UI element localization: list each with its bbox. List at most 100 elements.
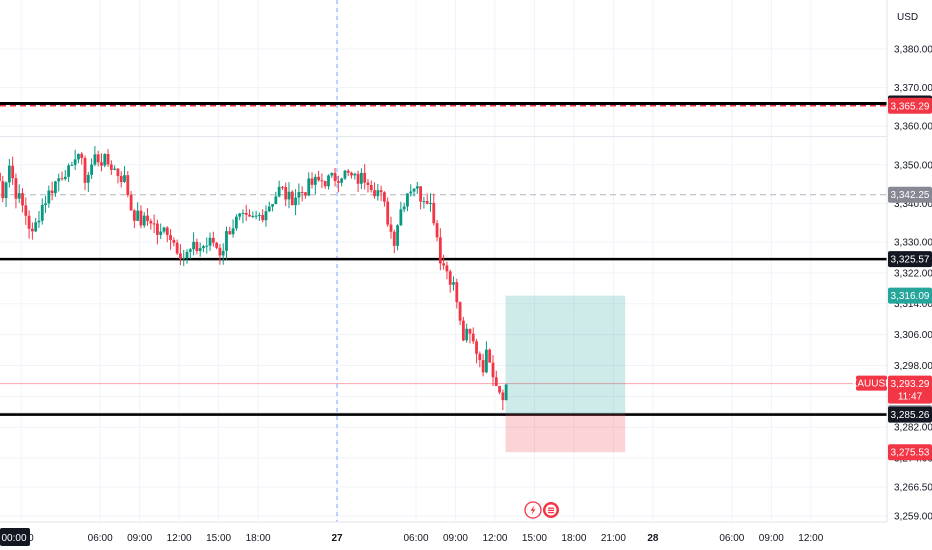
candle-body [304,192,307,196]
candle-body [218,247,222,256]
candle-body [165,227,169,236]
candle-body [323,180,327,187]
long-position-tool[interactable] [505,295,626,453]
candle-body [0,172,1,182]
candle-body [1,181,5,199]
candle-body [248,214,251,217]
price-tag [888,251,932,268]
candle-body [175,242,179,254]
candle-body [93,154,97,165]
x-tick-label: 18:00 [561,533,586,544]
price-tag [888,97,932,114]
price-tag-label: 3,275.53 [891,448,930,459]
x-tick-label: 06:00 [719,533,744,544]
candle-body [188,249,192,252]
candle-body [350,172,353,176]
candle-body [465,328,469,341]
event-icons[interactable] [524,501,559,519]
candle-body [238,213,242,217]
x-tick-label: 09:00 [443,533,468,544]
candle-body [419,186,423,202]
candle-body [231,228,235,235]
x-tick-label: 27 [331,533,343,544]
last-price-label: 3,293.29 [891,379,930,390]
candle-body [359,172,363,184]
candle-body [40,204,44,221]
candle-body [458,302,462,321]
x-tick-labels: 00:00 06:00 09:00 12:00 15:00 18:00 27 06:00 09:… [0,528,824,546]
candle-body [267,206,271,212]
economic-event-icon[interactable] [543,502,559,518]
price-tag [888,287,932,304]
candle-body [119,175,123,182]
candle-body [307,178,311,196]
candle-body [228,231,232,235]
time-cursor-label: 00:00 [1,533,26,544]
candle-body [310,178,314,185]
candle-body [376,190,380,197]
candle-body [149,220,153,224]
price-tag-label: 3,342.25 [891,190,930,201]
candle-body [422,201,426,203]
candle-body [396,225,399,246]
y-tick-label: 3,350.00 [894,160,932,171]
candle-body [402,206,406,210]
flash-icon[interactable] [524,501,542,519]
x-tick-label: 06:00 [403,533,428,544]
price-tag-label: 3,365.29 [891,101,930,112]
candle-body [80,153,84,158]
y-tick-label: 3,266.50 [894,483,932,494]
candle-body [254,215,258,217]
candle-body [202,246,205,249]
candle-body [429,202,432,204]
candle-body [478,353,482,361]
candle-body [83,157,87,183]
x-tick-label: 12:00 [798,533,823,544]
candle-body [406,193,409,207]
candle-body [284,186,288,200]
candle-body [438,237,442,264]
candle-body [264,211,268,221]
candle-body [129,194,133,211]
time-axis[interactable]: 00:00 06:00 09:00 12:00 15:00 18:00 27 06:00 09:… [0,521,932,550]
candle-body [37,220,41,223]
candle-body [336,181,340,183]
candle-body [162,227,166,232]
candle-body [399,209,403,226]
candle-body [152,223,156,225]
candle-body [208,237,212,246]
y-tick-label: 3,259.00 [894,512,932,523]
candle-body [106,154,110,165]
y-tick-label: 3,340.00 [894,199,932,210]
candle-body [333,172,337,182]
candle-body [126,175,130,195]
candle-body [77,153,80,160]
candle-body [109,164,113,170]
y-tick-label: 3,330.00 [894,237,932,248]
candle-body [44,203,47,205]
candle-body [244,212,248,215]
price-tag-label: 3,325.57 [891,255,930,266]
candle-body [488,349,492,363]
candle-body [415,186,419,189]
candle-body [54,181,57,194]
x-tick-label: 15:00 [206,533,231,544]
price-tags: 3,365.883,365.293,342.253,325.573,285.62… [851,95,932,461]
candle-body [320,180,324,182]
candle-body [353,173,357,176]
candle-body [294,197,297,206]
candle-body [96,154,100,163]
stop-zone [505,414,626,453]
candle-body [501,392,505,401]
candle-body [498,386,501,393]
candle-body [409,191,413,194]
candle-body [383,192,386,202]
candle-body [113,168,117,170]
candle-body [485,349,488,373]
x-tick-label: 09:00 [127,533,152,544]
x-tick-label: 21:00 [601,533,626,544]
price-tag-label: 3,316.09 [891,291,930,302]
candle-body [317,176,321,181]
candle-body [67,165,70,177]
